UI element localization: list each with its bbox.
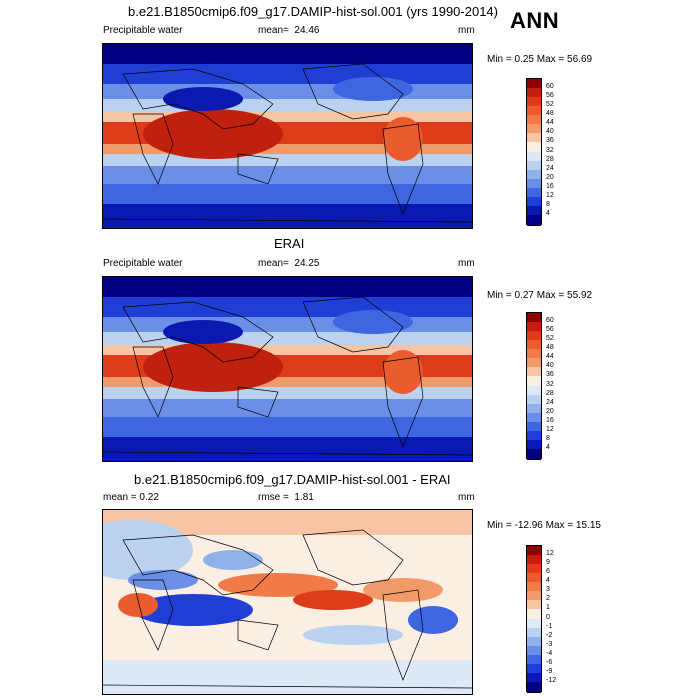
colorbar-tick-label: 4 — [546, 209, 550, 217]
panel2-minmax: Min = 0.27 Max = 55.92 — [487, 290, 593, 301]
colorbar-tick-label: 36 — [546, 137, 554, 145]
colorbar-tick-label: -2 — [546, 631, 553, 639]
colorbar-tick-label: 20 — [546, 173, 554, 181]
colorbar-tick-label: 60 — [546, 83, 554, 91]
colorbar-tick-label: 60 — [546, 317, 554, 325]
colorbar-tick-label: 6 — [546, 568, 550, 576]
panel1-units: mm — [458, 25, 475, 36]
colorbar-tick-label: 52 — [546, 101, 554, 109]
panel1-title: b.e21.B1850cmip6.f09_g17.DAMIP-hist-sol.… — [128, 4, 498, 19]
colorbar-tick-label: 44 — [546, 119, 554, 127]
colorbar-tick-label: 12 — [546, 425, 554, 433]
colorbar-tick-label: 52 — [546, 335, 554, 343]
season-label: ANN — [510, 8, 560, 33]
colorbar-segment — [527, 214, 541, 226]
colorbar-tick-label: 32 — [546, 146, 554, 154]
colorbar-tick-label: 56 — [546, 326, 554, 334]
colorbar-tick-label: 1 — [546, 604, 550, 612]
colorbar-tick-label: 40 — [546, 128, 554, 136]
colorbar-tick-label: 20 — [546, 407, 554, 415]
panel1-minmax: Min = 0.25 Max = 56.69 — [487, 54, 593, 65]
colorbar-tick-label: 24 — [546, 164, 554, 172]
colorbar-tick-label: -4 — [546, 649, 553, 657]
panel3-colorbar — [526, 545, 542, 693]
panel1-mean: mean= 24.46 — [258, 25, 320, 36]
colorbar-tick-label: 16 — [546, 182, 554, 190]
panel1-map — [102, 43, 473, 229]
panel3-minmax: Min = -12.96 Max = 15.15 — [487, 520, 601, 531]
colorbar-tick-label: 48 — [546, 344, 554, 352]
panel3-units: mm — [458, 492, 475, 503]
colorbar-tick-label: 12 — [546, 191, 554, 199]
panel3-map — [102, 509, 473, 695]
colorbar-segment — [527, 448, 541, 460]
panel2-units: mm — [458, 258, 475, 269]
panel2-mean: mean= 24.25 — [258, 258, 320, 269]
panel2-map — [102, 276, 473, 462]
colorbar-tick-label: 8 — [546, 434, 550, 442]
colorbar-tick-label: 44 — [546, 353, 554, 361]
colorbar-tick-label: 28 — [546, 389, 554, 397]
colorbar-tick-label: 32 — [546, 380, 554, 388]
colorbar-tick-label: -9 — [546, 667, 553, 675]
colorbar-tick-label: -3 — [546, 640, 553, 648]
colorbar-tick-label: 8 — [546, 200, 550, 208]
panel2-colorbar — [526, 312, 542, 460]
colorbar-segment — [527, 681, 541, 693]
panel3-title: b.e21.B1850cmip6.f09_g17.DAMIP-hist-sol.… — [134, 472, 451, 487]
panel3-rmse: rmse = 1.81 — [258, 492, 314, 503]
colorbar-tick-label: 12 — [546, 550, 554, 558]
panel3-mean: mean = 0.22 — [103, 492, 159, 503]
colorbar-tick-label: 40 — [546, 362, 554, 370]
colorbar-tick-label: 28 — [546, 155, 554, 163]
panel2-title: ERAI — [274, 236, 305, 251]
colorbar-tick-label: 48 — [546, 110, 554, 118]
colorbar-tick-label: 3 — [546, 586, 550, 594]
colorbar-tick-label: 16 — [546, 416, 554, 424]
colorbar-tick-label: 56 — [546, 92, 554, 100]
colorbar-tick-label: -6 — [546, 658, 553, 666]
panel1-variable: Precipitable water — [103, 25, 183, 36]
colorbar-tick-label: 4 — [546, 443, 550, 451]
colorbar-tick-label: 36 — [546, 371, 554, 379]
colorbar-tick-label: 9 — [546, 559, 550, 567]
colorbar-tick-label: -1 — [546, 622, 553, 630]
colorbar-tick-label: 2 — [546, 595, 550, 603]
panel2-variable: Precipitable water — [103, 258, 183, 269]
panel1-colorbar — [526, 78, 542, 226]
colorbar-tick-label: 4 — [546, 577, 550, 585]
colorbar-tick-label: 24 — [546, 398, 554, 406]
colorbar-tick-label: -12 — [546, 676, 557, 684]
colorbar-tick-label: 0 — [546, 613, 550, 621]
